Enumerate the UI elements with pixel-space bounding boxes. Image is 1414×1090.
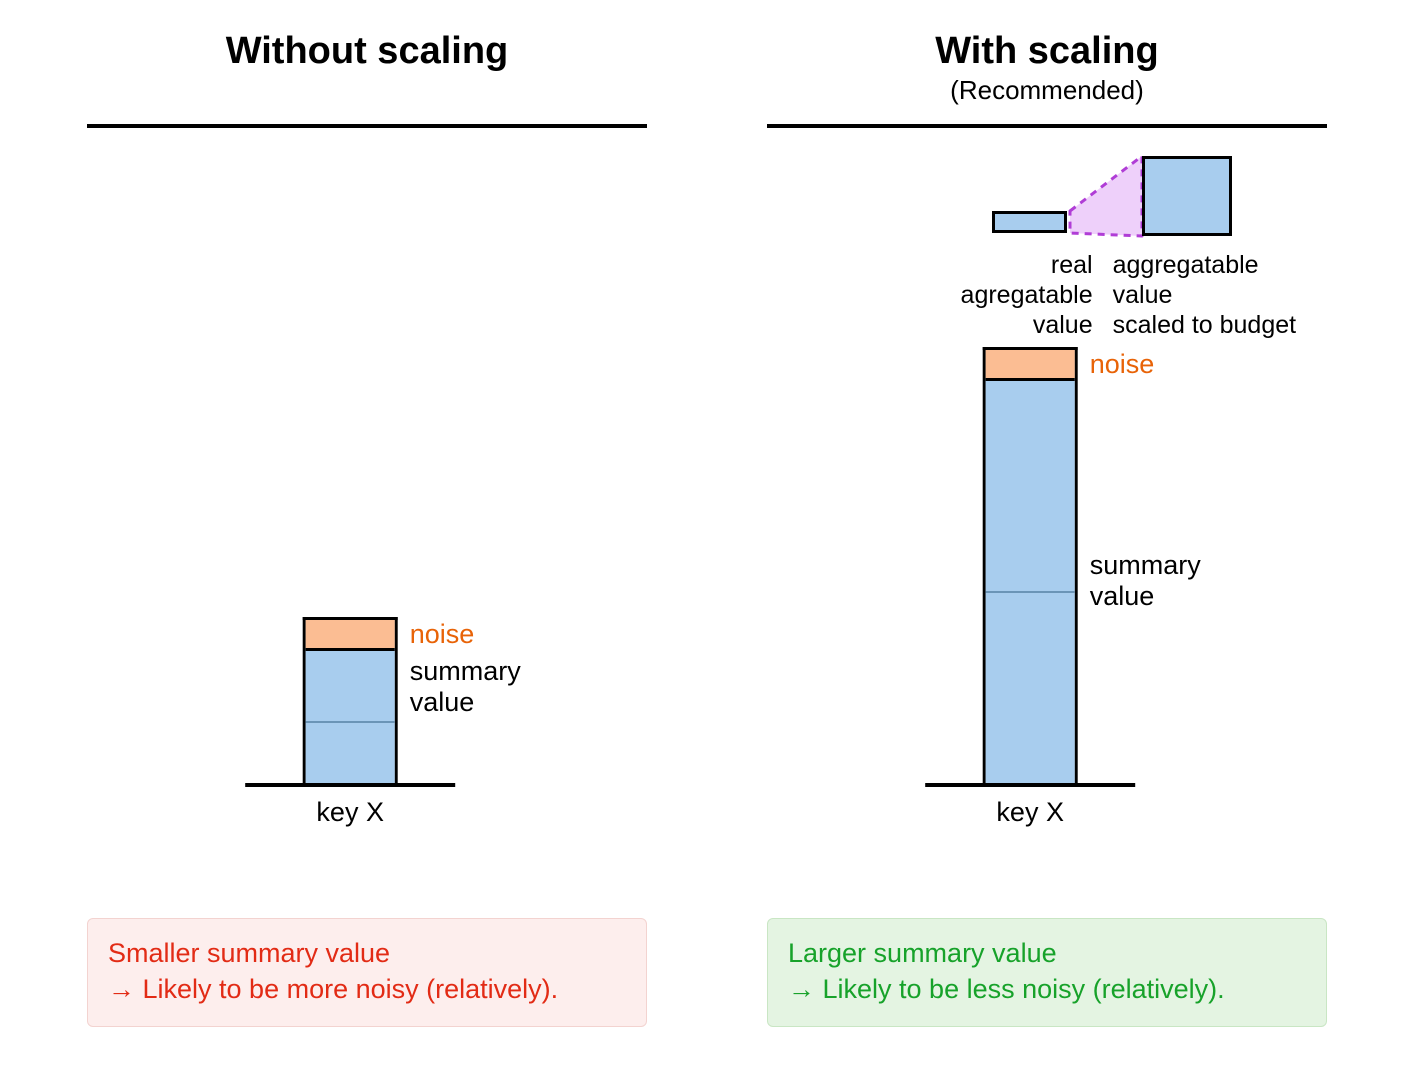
summary-label: summary value xyxy=(1090,550,1201,612)
right-subtitle: (Recommended) xyxy=(767,75,1327,106)
legend-small-box xyxy=(992,211,1067,233)
right-caption: Larger summary value → Likely to be less… xyxy=(767,918,1327,1027)
left-key-label: key X xyxy=(245,797,455,828)
right-chart-area: noise summary value key X xyxy=(767,318,1327,828)
right-summary-segment xyxy=(986,378,1075,783)
right-midline xyxy=(986,591,1075,593)
noise-label: noise xyxy=(410,619,475,650)
left-noise-segment xyxy=(306,620,395,648)
right-chart: noise summary value key X xyxy=(925,783,1135,828)
legend-left-l1: real agregatable xyxy=(961,251,1093,309)
right-caption-l2: → Likely to be less noisy (relatively). xyxy=(788,974,1225,1004)
summary-label-l1: summary xyxy=(1090,550,1201,580)
scaling-legend: real agregatable value aggregatable valu… xyxy=(917,156,1297,340)
left-chart: noise summary value key X xyxy=(245,783,455,828)
noise-label: noise xyxy=(1090,349,1155,380)
left-legend-empty xyxy=(87,128,647,318)
right-bar xyxy=(983,347,1078,783)
right-noise-segment xyxy=(986,350,1075,378)
left-column: Without scaling noise xyxy=(87,30,647,1027)
summary-label: summary value xyxy=(410,656,521,718)
summary-label-l2: value xyxy=(1090,581,1155,611)
diagram-container: Without scaling noise xyxy=(40,30,1374,1027)
right-axis: noise summary value xyxy=(925,783,1135,787)
right-column: With scaling (Recommended) real agregata… xyxy=(767,30,1327,1027)
left-chart-area: noise summary value key X xyxy=(87,318,647,828)
left-summary-segment xyxy=(306,648,395,783)
left-caption-l1: Smaller summary value xyxy=(108,938,390,968)
right-key-label: key X xyxy=(925,797,1135,828)
left-axis: noise summary value xyxy=(245,783,455,787)
right-legend-area: real agregatable value aggregatable valu… xyxy=(767,128,1327,318)
summary-label-l1: summary xyxy=(410,656,521,686)
left-midline xyxy=(306,721,395,723)
right-caption-l1: Larger summary value xyxy=(788,938,1057,968)
legend-shapes xyxy=(917,156,1297,246)
left-caption: Smaller summary value → Likely to be mor… xyxy=(87,918,647,1027)
left-caption-l2: → Likely to be more noisy (relatively). xyxy=(108,974,558,1004)
left-title: Without scaling xyxy=(87,30,647,73)
right-title: With scaling xyxy=(767,30,1327,73)
summary-label-l2: value xyxy=(410,687,475,717)
left-bar xyxy=(303,617,398,783)
legend-right-l1: aggregatable value xyxy=(1113,251,1259,309)
legend-big-box xyxy=(1142,156,1232,236)
legend-scale-wedge xyxy=(917,156,1297,246)
left-header: Without scaling xyxy=(87,30,647,106)
right-header: With scaling (Recommended) xyxy=(767,30,1327,106)
